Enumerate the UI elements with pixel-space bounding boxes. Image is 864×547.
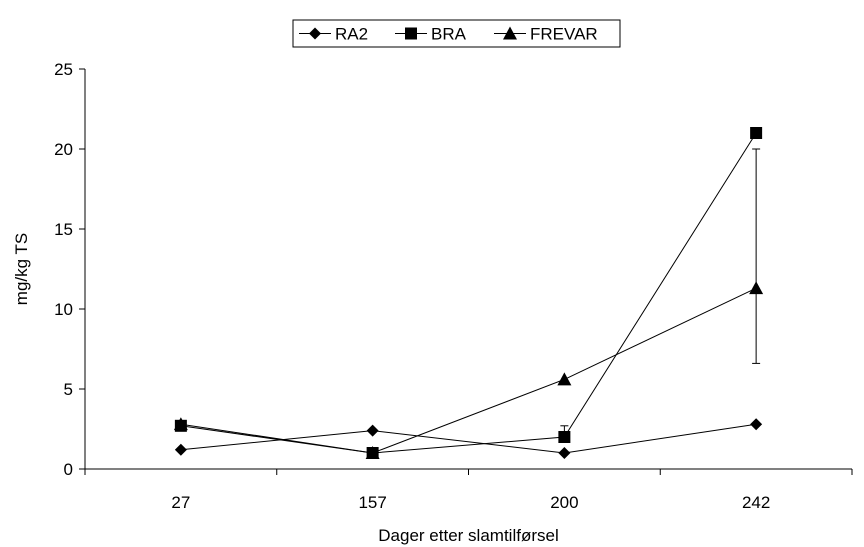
legend-label: FREVAR bbox=[530, 25, 598, 44]
series-line-frevar bbox=[180, 287, 757, 454]
x-axis: 27 157 200 242 bbox=[84, 468, 853, 512]
legend-item-bra: BRA bbox=[395, 25, 467, 44]
legend-box bbox=[292, 19, 621, 48]
x-tick-label: 242 bbox=[742, 493, 770, 512]
x-axis-title: Dager etter slamtilførsel bbox=[378, 526, 558, 545]
point-frevar bbox=[173, 417, 188, 431]
y-axis-title: mg/kg TS bbox=[12, 233, 31, 305]
y-axis: 0 5 10 15 20 25 bbox=[54, 60, 86, 479]
point-ra2 bbox=[558, 447, 571, 459]
point-frevar bbox=[749, 281, 764, 295]
point-frevar bbox=[365, 446, 380, 459]
legend-marker-bra bbox=[405, 27, 417, 40]
point-ra2 bbox=[174, 443, 187, 456]
series-line-bra bbox=[180, 132, 757, 454]
point-bra bbox=[558, 431, 571, 443]
y-tick-label: 10 bbox=[54, 300, 73, 319]
series-markers bbox=[173, 127, 764, 459]
legend-label: RA2 bbox=[335, 25, 368, 44]
legend-marker-frevar bbox=[503, 26, 517, 40]
y-tick-label: 20 bbox=[54, 140, 73, 159]
y-tick-label: 5 bbox=[64, 380, 73, 399]
legend-item-ra2: RA2 bbox=[299, 25, 368, 44]
series-line-ra2 bbox=[180, 423, 757, 454]
legend: RA2 BRA FREVAR bbox=[292, 19, 621, 48]
y-tick-label: 0 bbox=[64, 460, 73, 479]
series-lines bbox=[180, 132, 757, 454]
point-frevar bbox=[557, 372, 572, 386]
legend-item-frevar: FREVAR bbox=[494, 25, 598, 44]
y-tick-label: 15 bbox=[54, 220, 73, 239]
point-ra2 bbox=[750, 418, 763, 431]
x-tick-label: 157 bbox=[358, 493, 386, 512]
x-tick-label: 200 bbox=[550, 493, 578, 512]
y-tick-label: 25 bbox=[54, 60, 73, 79]
x-tick-label: 27 bbox=[171, 493, 190, 512]
legend-label: BRA bbox=[431, 25, 467, 44]
point-ra2 bbox=[366, 424, 379, 437]
point-bra bbox=[750, 127, 763, 139]
error-bar-frevar bbox=[752, 148, 761, 364]
legend-marker-ra2 bbox=[309, 27, 321, 40]
error-bars bbox=[560, 148, 761, 438]
